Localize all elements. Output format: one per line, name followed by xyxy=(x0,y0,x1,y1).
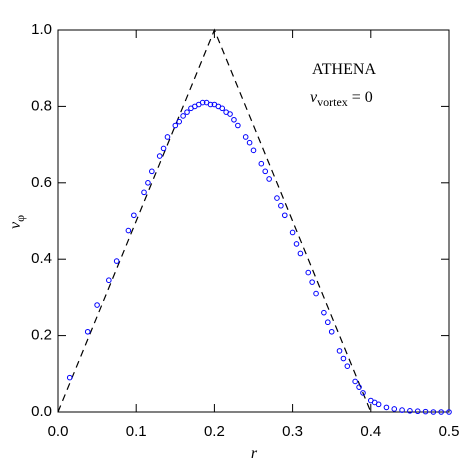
data-point xyxy=(219,105,226,112)
data-point xyxy=(328,328,335,335)
data-point xyxy=(289,229,296,236)
param-symbol: v xyxy=(310,89,318,106)
data-point xyxy=(356,384,362,390)
data-point xyxy=(246,139,253,146)
data-point xyxy=(113,258,120,264)
data-point xyxy=(344,363,351,369)
data-point xyxy=(321,309,327,316)
data-point xyxy=(293,241,300,247)
data-point xyxy=(207,101,214,108)
data-point xyxy=(309,279,315,285)
y-tick-label: 0.2 xyxy=(31,327,52,344)
data-point xyxy=(141,189,147,196)
data-point xyxy=(262,168,269,175)
data-point xyxy=(446,409,452,415)
y-tick-label: 1.0 xyxy=(31,21,52,38)
data-point xyxy=(258,160,265,167)
data-point xyxy=(125,227,132,234)
data-point xyxy=(160,145,167,152)
data-point xyxy=(250,147,257,154)
data-point xyxy=(352,378,358,385)
y-label-subscript: φ xyxy=(13,215,27,222)
data-point xyxy=(66,374,73,381)
plot-frame xyxy=(57,29,450,413)
data-point xyxy=(274,195,280,201)
data-point xyxy=(131,212,137,219)
data-point xyxy=(438,409,444,415)
y-tick-label: 0.4 xyxy=(31,250,52,267)
data-point xyxy=(340,355,347,362)
data-point xyxy=(383,404,390,411)
data-point xyxy=(164,134,171,140)
data-point xyxy=(106,277,112,284)
data-point xyxy=(84,328,91,335)
data-point xyxy=(407,408,413,414)
data-point xyxy=(414,408,421,415)
data-point xyxy=(430,409,437,415)
y-tick-label: 0.8 xyxy=(31,97,52,114)
data-point xyxy=(297,250,304,257)
x-tick-label: 0.4 xyxy=(360,423,381,440)
data-point xyxy=(184,109,190,115)
x-tick-label: 0.2 xyxy=(204,423,225,440)
data-point xyxy=(313,290,319,297)
data-point xyxy=(227,111,233,117)
data-point xyxy=(360,390,366,396)
data-point xyxy=(145,180,151,186)
annotation-param: vvortex = 0 xyxy=(310,89,373,109)
data-point xyxy=(149,168,155,175)
y-label-symbol: v xyxy=(7,221,24,229)
data-point xyxy=(231,116,237,123)
x-tick-label: 0.0 xyxy=(48,423,69,440)
x-tick-label: 0.1 xyxy=(126,423,147,440)
data-point xyxy=(266,176,272,182)
data-point xyxy=(399,407,405,413)
y-tick-label: 0.6 xyxy=(31,174,52,191)
data-point xyxy=(281,212,288,219)
data-point xyxy=(180,113,186,119)
y-tick-label: 0.0 xyxy=(31,403,52,420)
data-point xyxy=(235,122,241,129)
x-tick-label: 0.5 xyxy=(439,423,460,440)
data-point xyxy=(172,122,179,129)
x-tick-label: 0.3 xyxy=(282,423,303,440)
data-point xyxy=(199,99,206,106)
data-point xyxy=(278,202,284,209)
data-point xyxy=(176,118,183,125)
x-axis-label: r xyxy=(251,445,258,462)
data-point xyxy=(305,269,312,276)
data-point xyxy=(94,302,100,308)
param-value: = 0 xyxy=(352,89,373,106)
data-point xyxy=(324,319,331,326)
reference-line xyxy=(57,28,372,413)
y-axis-label: vφ xyxy=(7,215,27,229)
data-point xyxy=(391,406,398,412)
data-point xyxy=(422,408,429,415)
data-point xyxy=(336,348,343,354)
data-point xyxy=(375,401,382,408)
data-point xyxy=(242,134,249,140)
param-subscript: vortex xyxy=(317,95,348,109)
data-point xyxy=(156,153,163,159)
annotation-code: ATHENA xyxy=(312,61,376,78)
